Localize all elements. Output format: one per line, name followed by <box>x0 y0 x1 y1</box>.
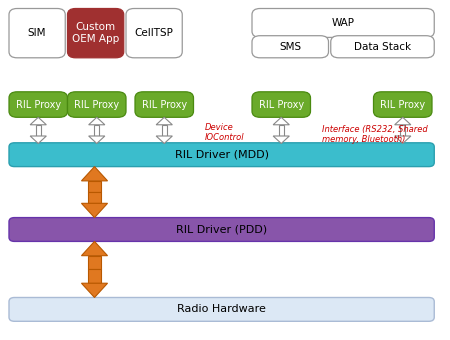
Polygon shape <box>156 136 172 143</box>
Polygon shape <box>30 136 46 143</box>
Text: CellTSP: CellTSP <box>135 28 174 38</box>
Text: RIL Proxy: RIL Proxy <box>74 100 119 109</box>
FancyBboxPatch shape <box>126 8 182 58</box>
FancyBboxPatch shape <box>374 92 432 117</box>
Polygon shape <box>395 136 411 143</box>
Text: Data Stack: Data Stack <box>354 42 411 52</box>
Polygon shape <box>88 181 101 192</box>
Polygon shape <box>162 125 167 136</box>
Text: Interface (RS232, Shared
memory, Bluetooth): Interface (RS232, Shared memory, Bluetoo… <box>322 124 428 144</box>
Polygon shape <box>81 283 108 298</box>
Polygon shape <box>88 256 101 269</box>
Polygon shape <box>156 117 172 125</box>
Text: WAP: WAP <box>332 18 355 28</box>
Text: SMS: SMS <box>279 42 302 52</box>
Polygon shape <box>81 203 108 218</box>
Text: RIL Proxy: RIL Proxy <box>380 100 425 109</box>
Text: RIL Proxy: RIL Proxy <box>16 100 61 109</box>
Text: RIL Proxy: RIL Proxy <box>142 100 187 109</box>
Text: RIL Driver (PDD): RIL Driver (PDD) <box>176 224 267 235</box>
Polygon shape <box>81 167 108 181</box>
FancyBboxPatch shape <box>9 143 434 167</box>
Text: Radio Hardware: Radio Hardware <box>177 304 266 314</box>
Polygon shape <box>400 125 405 136</box>
Text: RIL Driver (MDD): RIL Driver (MDD) <box>175 150 269 160</box>
Polygon shape <box>94 125 99 136</box>
Polygon shape <box>89 136 105 143</box>
FancyBboxPatch shape <box>252 92 310 117</box>
Text: RIL Proxy: RIL Proxy <box>259 100 304 109</box>
Polygon shape <box>88 192 101 203</box>
Text: Custom
OEM App: Custom OEM App <box>72 22 119 44</box>
Polygon shape <box>273 117 289 125</box>
Polygon shape <box>81 241 108 256</box>
Text: SIM: SIM <box>28 28 46 38</box>
Polygon shape <box>273 136 289 143</box>
Polygon shape <box>395 117 411 125</box>
FancyBboxPatch shape <box>252 8 434 37</box>
Polygon shape <box>89 117 105 125</box>
FancyBboxPatch shape <box>9 218 434 241</box>
FancyBboxPatch shape <box>331 36 434 58</box>
Polygon shape <box>30 117 46 125</box>
Text: Device
IOControl: Device IOControl <box>205 123 244 142</box>
FancyBboxPatch shape <box>68 8 124 58</box>
FancyBboxPatch shape <box>68 92 126 117</box>
FancyBboxPatch shape <box>9 92 68 117</box>
Polygon shape <box>88 269 101 283</box>
Polygon shape <box>36 125 41 136</box>
FancyBboxPatch shape <box>9 298 434 321</box>
FancyBboxPatch shape <box>9 8 65 58</box>
Polygon shape <box>279 125 284 136</box>
FancyBboxPatch shape <box>135 92 194 117</box>
FancyBboxPatch shape <box>252 36 328 58</box>
